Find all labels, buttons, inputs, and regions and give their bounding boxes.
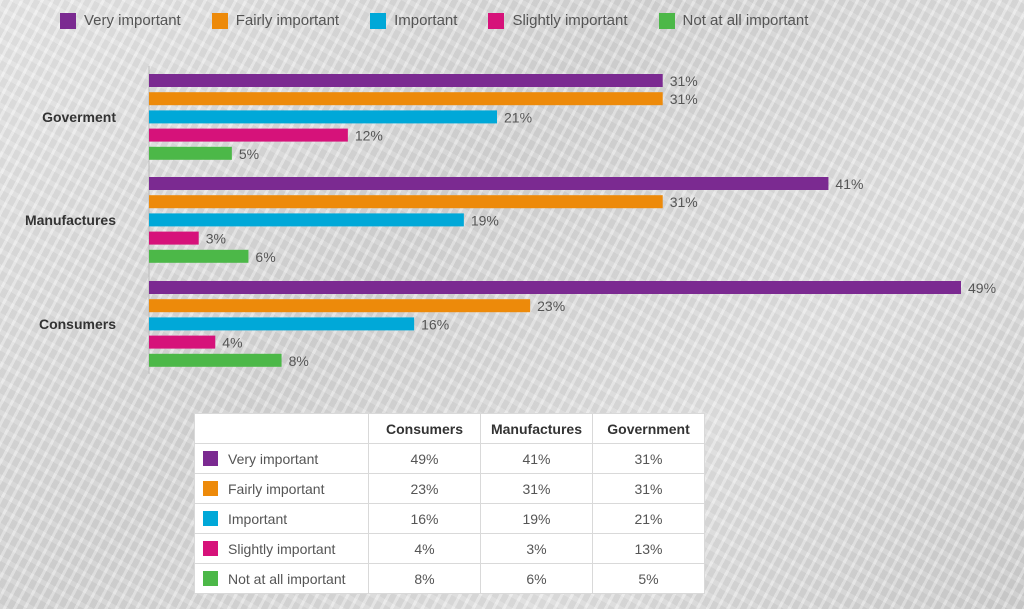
table-cell: 3%: [480, 533, 593, 564]
bar-value-label: 8%: [289, 353, 309, 369]
row-label: Important: [228, 510, 288, 527]
category-label: Manufactures: [25, 212, 116, 228]
legend-item-not-at-all-important: Not at all important: [658, 12, 809, 29]
bar: [149, 281, 961, 294]
table-cell: 21%: [592, 503, 705, 534]
table-header-row: Consumers Manufactures Government: [194, 413, 705, 444]
table-header-consumers: Consumers: [368, 413, 481, 444]
table-cell: 6%: [480, 563, 593, 594]
table-cell: 16%: [368, 503, 481, 534]
table-row-label-cell: Important: [194, 503, 369, 534]
legend-label: Slightly important: [512, 12, 628, 29]
legend-swatch: [370, 12, 387, 29]
legend-swatch: [60, 12, 76, 29]
table-row-label-cell: Very important: [194, 443, 369, 474]
table-header-government: Government: [592, 413, 705, 444]
table-cell: 31%: [480, 473, 593, 504]
bar: [149, 335, 216, 349]
legend-label: Fairly important: [235, 12, 340, 29]
table-cell: 31%: [592, 443, 705, 474]
legend-swatch: [211, 12, 228, 29]
bar: [149, 299, 531, 313]
bar-value-label: 23%: [537, 298, 565, 314]
legend-item-slightly-important: Slightly important: [488, 12, 628, 29]
bar: [149, 146, 232, 160]
bar: [149, 249, 249, 263]
table-row: Fairly important 23% 31% 31%: [194, 473, 705, 504]
row-label: Slightly important: [228, 540, 336, 557]
bar: [149, 213, 464, 227]
table-cell: 31%: [592, 473, 705, 504]
table-cell: 49%: [368, 443, 481, 474]
bar-value-label: 31%: [670, 91, 698, 107]
category-label: Goverment: [42, 109, 116, 125]
bar: [149, 74, 663, 87]
bar-value-label: 31%: [670, 194, 698, 210]
row-label: Fairly important: [228, 480, 325, 497]
table-row-label-cell: Slightly important: [194, 533, 369, 564]
category-label: Consumers: [39, 316, 116, 332]
bar: [149, 353, 282, 367]
table-row: Very important 49% 41% 31%: [194, 443, 705, 474]
data-table: Consumers Manufactures Government Very i…: [194, 413, 705, 594]
bar-value-label: 5%: [239, 146, 259, 162]
row-swatch: [203, 541, 218, 556]
bar-value-label: 41%: [835, 176, 863, 192]
table-cell: 23%: [368, 473, 481, 504]
bar-value-label: 4%: [222, 335, 242, 351]
table-row: Important 16% 19% 21%: [194, 503, 705, 534]
row-swatch: [203, 511, 218, 526]
bar-chart: Goverment 31% 31% 21% 12% 5% Manufactures 41% 31…: [25, 66, 996, 374]
chart-legend: Very important Fairly important Importan…: [60, 12, 839, 29]
row-swatch: [203, 571, 218, 586]
table-cell: 19%: [480, 503, 593, 534]
row-label: Not at all important: [228, 570, 346, 587]
legend-item-important: Important: [370, 12, 457, 29]
bar-value-label: 49%: [968, 280, 996, 296]
bar-value-label: 12%: [355, 128, 383, 144]
bar: [149, 231, 199, 245]
legend-label: Not at all important: [682, 12, 809, 29]
row-label: Very important: [228, 450, 319, 467]
table-cell: 5%: [592, 563, 705, 594]
table-cell: 41%: [480, 443, 593, 474]
legend-item-fairly-important: Fairly important: [211, 12, 340, 29]
table-row-label-cell: Fairly important: [194, 473, 369, 504]
table-row: Not at all important 8% 6% 5%: [194, 563, 705, 594]
bar-value-label: 31%: [670, 73, 698, 89]
bar: [149, 92, 663, 106]
legend-label: Very important: [84, 12, 181, 29]
row-swatch: [203, 481, 218, 496]
bar-value-label: 6%: [255, 249, 275, 265]
table-row-label-cell: Not at all important: [194, 563, 369, 594]
row-swatch: [203, 451, 218, 466]
bar-value-label: 16%: [421, 316, 449, 332]
bar-value-label: 3%: [206, 231, 226, 247]
bar: [149, 110, 497, 124]
table-cell: 13%: [592, 533, 705, 564]
table-header-manufactures: Manufactures: [480, 413, 593, 444]
table-header-empty: [194, 413, 369, 444]
bar: [149, 177, 829, 190]
bar-value-label: 19%: [471, 212, 499, 228]
bar: [149, 317, 415, 331]
bar: [149, 195, 663, 209]
legend-swatch: [658, 12, 675, 29]
table-cell: 8%: [368, 563, 481, 594]
legend-label: Important: [394, 12, 458, 29]
legend-swatch: [488, 12, 505, 29]
table-cell: 4%: [368, 533, 481, 564]
bar: [149, 128, 348, 142]
bar-value-label: 21%: [504, 109, 532, 125]
legend-item-very-important: Very important: [60, 12, 181, 29]
table-row: Slightly important 4% 3% 13%: [194, 533, 705, 564]
